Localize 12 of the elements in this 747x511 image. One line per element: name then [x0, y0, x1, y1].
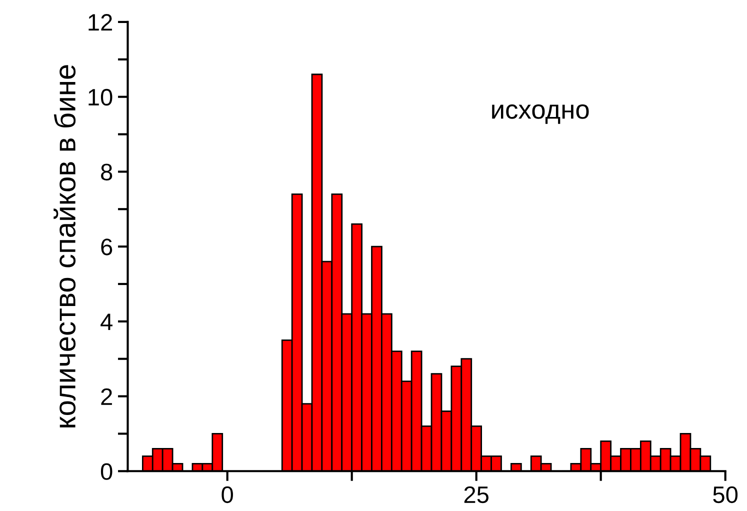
y-tick-label: 6	[101, 238, 112, 256]
y-tick-label: 4	[100, 314, 112, 330]
y-tick-label: 8	[101, 164, 112, 180]
x-tick-label: 25	[464, 486, 488, 504]
y-tick-label: 0	[100, 463, 112, 480]
y-axis-title: количество спайков в бине	[54, 65, 76, 428]
y-tick-label: 2	[101, 388, 112, 405]
x-tick-label: 50	[713, 486, 738, 504]
y-tick-label: 10	[88, 88, 112, 106]
x-tick-label: 0	[222, 486, 233, 504]
annotation: исходно	[492, 104, 589, 124]
y-tick-label: 12	[88, 14, 112, 31]
